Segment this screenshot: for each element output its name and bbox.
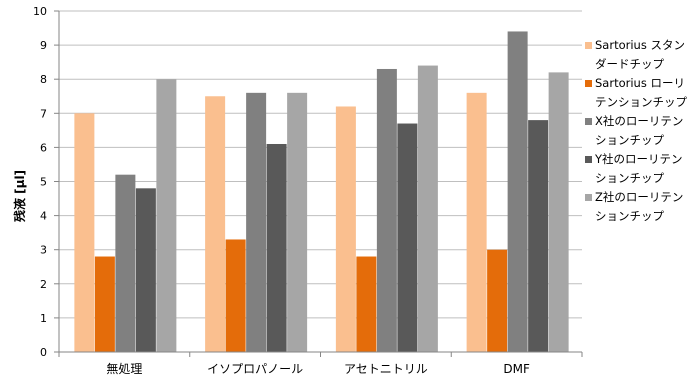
- legend: Sartorius スタンダードチップ Sartorius ローリテンションチップ…: [585, 36, 689, 226]
- y-tick-label: 7: [40, 107, 47, 120]
- bar: [287, 92, 308, 352]
- y-tick-label: 5: [40, 176, 47, 189]
- y-tick-label: 8: [40, 73, 47, 86]
- bar: [266, 143, 287, 352]
- bar: [376, 68, 397, 352]
- legend-swatch: [585, 118, 592, 125]
- bar: [397, 123, 418, 352]
- legend-label: X社のローリテンションチップ: [595, 114, 684, 147]
- y-tick-label: 2: [40, 278, 47, 291]
- legend-item: Y社のローリテンションチップ: [585, 150, 689, 188]
- bar: [528, 120, 549, 353]
- x-tick-label: アセトニトリル: [344, 362, 428, 376]
- y-tick-label: 0: [40, 346, 47, 359]
- legend-item: Sartorius ローリテンションチップ: [585, 74, 689, 112]
- bar: [74, 113, 95, 352]
- legend-label: Sartorius ローリテンションチップ: [595, 76, 687, 109]
- x-tick-label: DMF: [503, 362, 530, 376]
- x-tick-label: イソプロパノール: [207, 362, 303, 376]
- bar: [335, 106, 356, 352]
- bar: [246, 92, 267, 352]
- legend-label: Y社のローリテンションチップ: [595, 152, 683, 185]
- bar: [548, 72, 569, 352]
- bar: [135, 188, 156, 352]
- bar: [225, 239, 246, 352]
- legend-swatch: [585, 194, 592, 201]
- y-axis-label: 残液 [μl]: [12, 170, 27, 222]
- y-tick-label: 9: [40, 39, 47, 52]
- legend-swatch: [585, 156, 592, 163]
- axes: [54, 10, 583, 357]
- bar: [205, 96, 226, 352]
- legend-item: Sartorius スタンダードチップ: [585, 36, 689, 74]
- bar: [356, 256, 377, 352]
- legend-label: Sartorius スタンダードチップ: [595, 38, 685, 71]
- y-tick-label: 1: [40, 312, 47, 325]
- legend-label: Z社のローリテンションチップ: [595, 190, 684, 223]
- y-tick-label: 6: [40, 141, 47, 154]
- bar: [115, 174, 136, 352]
- y-tick-label: 10: [33, 5, 47, 18]
- y-tick-labels: 0 1 2 3 4 5 6 7 8 9 10: [33, 5, 47, 359]
- bars-group: [74, 31, 569, 353]
- bar: [466, 92, 487, 352]
- legend-item: Z社のローリテンションチップ: [585, 188, 689, 226]
- bar: [94, 256, 115, 352]
- bar: [156, 79, 177, 352]
- legend-swatch: [585, 42, 592, 49]
- y-tick-label: 4: [40, 210, 47, 223]
- bar: [417, 65, 438, 352]
- x-tick-label: 無処理: [106, 361, 142, 376]
- x-tick-labels: 無処理 イソプロパノール アセトニトリル DMF: [106, 361, 530, 376]
- legend-swatch: [585, 80, 592, 87]
- bar: [487, 249, 508, 352]
- bar: [507, 31, 528, 353]
- legend-item: X社のローリテンションチップ: [585, 112, 689, 150]
- y-tick-label: 3: [40, 244, 47, 257]
